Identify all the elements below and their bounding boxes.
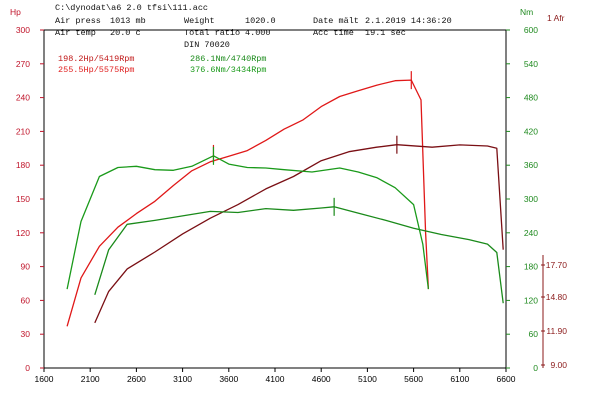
nm-tick-label: 180 xyxy=(524,262,538,272)
x-tick-label: 5100 xyxy=(358,374,377,384)
nm-tick-label: 0 xyxy=(533,363,538,373)
x-tick-label: 5600 xyxy=(404,374,423,384)
x-tick-label: 6100 xyxy=(450,374,469,384)
nm-tick-label: 120 xyxy=(524,295,538,305)
hp-tick-label: 270 xyxy=(16,59,30,69)
hp-tick-label: 150 xyxy=(16,194,30,204)
hp-tick-label: 120 xyxy=(16,228,30,238)
acc-time-label: Acc time xyxy=(313,28,354,38)
series-line-0 xyxy=(66,79,430,327)
nm-tick-label: 60 xyxy=(529,329,539,339)
x-tick-label: 4600 xyxy=(312,374,331,384)
air-temp-value: 20.0 c xyxy=(110,28,141,38)
ratio-value: 4.000 xyxy=(245,28,271,38)
annotation-nm-2: 376.6Nm/3434Rpm xyxy=(190,65,267,75)
nm-tick-label: 240 xyxy=(524,228,538,238)
afr-tick-label: 9.00 xyxy=(550,360,567,370)
air-press-value: 1013 mb xyxy=(110,16,146,26)
hp-tick-label: 240 xyxy=(16,93,30,103)
annotation-hp-2: 255.5Hp/5575Rpm xyxy=(58,65,135,75)
annotation-nm-1: 286.1Nm/4740Rpm xyxy=(190,54,267,64)
plot-frame xyxy=(43,29,507,369)
acc-time-value: 19.1 sec xyxy=(365,28,406,38)
nm-tick-label: 360 xyxy=(524,160,538,170)
hp-tick-label: 30 xyxy=(21,329,31,339)
nm-axis-title: Nm xyxy=(520,7,534,17)
afr-tick-label: 11.90 xyxy=(546,326,567,336)
hp-axis-title: Hp xyxy=(10,7,21,17)
afr-axis-title: 1 Afr xyxy=(547,13,565,23)
annotation-hp-1: 198.2Hp/5419Rpm xyxy=(58,54,135,64)
series-line-2 xyxy=(66,155,430,290)
nm-tick-label: 480 xyxy=(524,93,538,103)
x-tick-label: 4100 xyxy=(266,374,285,384)
ratio-label: Total ratio xyxy=(184,28,241,38)
nm-tick-label: 540 xyxy=(524,59,538,69)
date-label: Date mält xyxy=(313,16,359,26)
nm-tick-label: 600 xyxy=(524,25,538,35)
x-tick-label: 1600 xyxy=(35,374,54,384)
weight-label: Weight xyxy=(184,16,215,26)
x-tick-label: 6600 xyxy=(497,374,516,384)
nm-tick-label: 300 xyxy=(524,194,538,204)
nm-tick-label: 420 xyxy=(524,126,538,136)
weight-value: 1020.0 xyxy=(245,16,276,26)
hp-tick-label: 60 xyxy=(21,295,31,305)
hp-tick-label: 180 xyxy=(16,160,30,170)
series-line-1 xyxy=(94,144,504,324)
hp-tick-label: 0 xyxy=(25,363,30,373)
air-temp-label: Air temp xyxy=(55,28,96,38)
x-tick-label: 2600 xyxy=(127,374,146,384)
file-path: C:\dynodat\a6 2.0 tfsi\111.acc xyxy=(55,3,209,13)
afr-tick-label: 17.70 xyxy=(546,260,568,270)
series-line-3 xyxy=(94,206,504,304)
hp-tick-label: 210 xyxy=(16,126,30,136)
hp-tick-label: 90 xyxy=(21,262,31,272)
din-label: DIN 70020 xyxy=(184,40,230,50)
date-value: 2.1.2019 14:36:20 xyxy=(365,16,452,26)
hp-tick-label: 300 xyxy=(16,25,30,35)
x-tick-label: 2100 xyxy=(81,374,100,384)
x-tick-label: 3100 xyxy=(173,374,192,384)
air-press-label: Air press xyxy=(55,16,101,26)
afr-tick-label: 14.80 xyxy=(546,292,568,302)
x-tick-label: 3600 xyxy=(219,374,238,384)
